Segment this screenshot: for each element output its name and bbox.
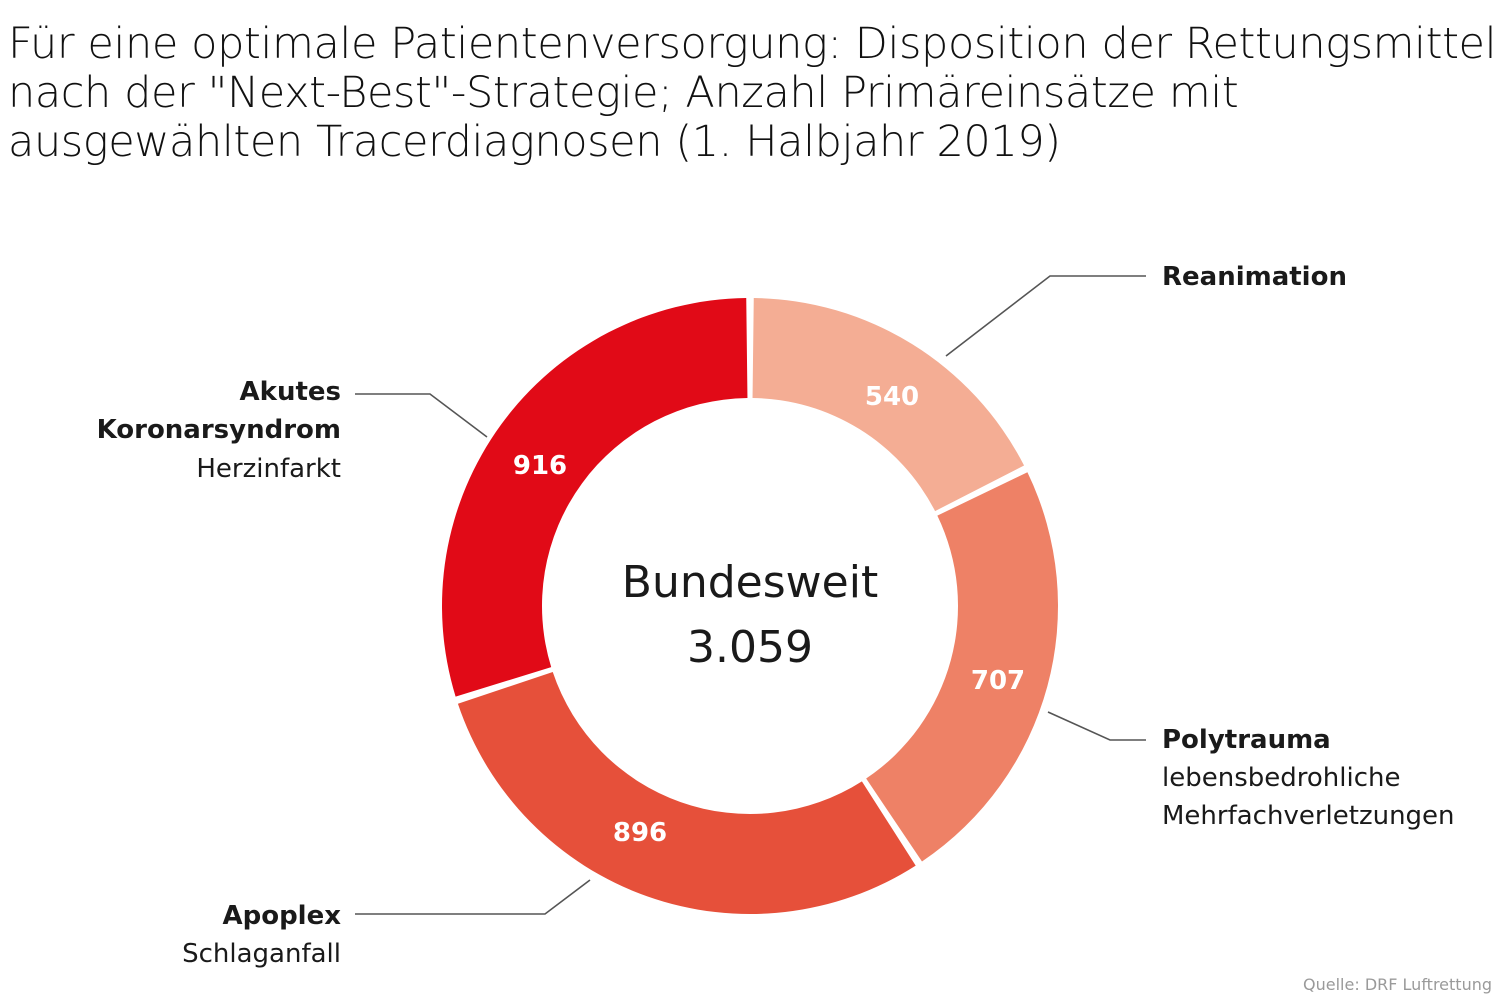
category-label-reanimation: Reanimation xyxy=(1162,262,1347,292)
sublabel-akutes: Herzinfarkt xyxy=(196,454,341,484)
category-label-polytrauma: Polytrauma xyxy=(1162,725,1331,755)
value-label-apoplex: 896 xyxy=(613,818,667,848)
sublabel-polytrauma-1: lebensbedrohliche xyxy=(1162,763,1400,793)
category-label-akutes-2: Koronarsyndrom xyxy=(97,415,341,445)
slices-group xyxy=(442,298,1059,915)
leader-line-reanimation xyxy=(945,275,1146,357)
category-label-apoplex: Apoplex xyxy=(222,901,341,931)
slice-apoplex xyxy=(457,671,916,915)
value-label-polytrauma: 707 xyxy=(971,666,1025,696)
center-label: Bundesweit xyxy=(622,557,878,608)
slice-akutes-koronarsyndrom xyxy=(442,298,748,697)
category-label-akutes-1: Akutes xyxy=(240,377,341,407)
chart-title: Für eine optimale Patientenversorgung: D… xyxy=(8,20,1498,167)
slice-polytrauma xyxy=(866,472,1059,862)
slice-reanimation xyxy=(752,298,1025,512)
title-line-3: ausgewählten Tracerdiagnosen (1. Halbjah… xyxy=(8,117,1061,167)
leader-line-apoplex xyxy=(355,879,591,915)
center-value: 3.059 xyxy=(687,622,813,673)
leader-line-polytrauma xyxy=(1047,711,1146,741)
sublabel-apoplex: Schlaganfall xyxy=(182,939,341,969)
leader-line-akutes-koronarsyndrom xyxy=(355,393,488,438)
source-note: Quelle: DRF Luftrettung xyxy=(1303,975,1492,994)
sublabel-polytrauma-2: Mehrfachverletzungen xyxy=(1162,801,1455,831)
title-line-2: nach der "Next-Best"-Strategie; Anzahl P… xyxy=(8,68,1239,118)
leader-lines-group xyxy=(355,275,1146,915)
value-label-akutes-koronarsyndrom: 916 xyxy=(513,451,567,481)
value-label-reanimation: 540 xyxy=(865,382,919,412)
title-line-1: Für eine optimale Patientenversorgung: D… xyxy=(8,19,1497,69)
